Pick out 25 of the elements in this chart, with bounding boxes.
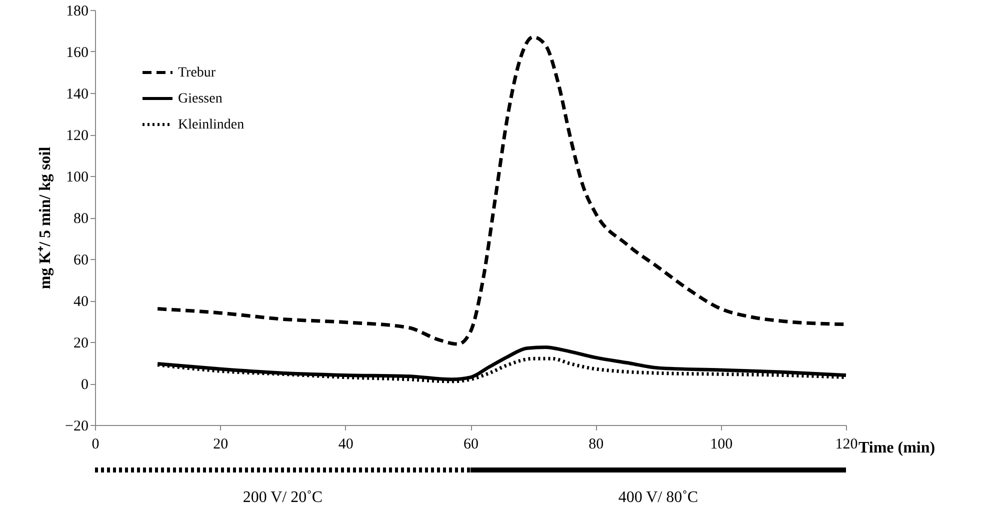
y-axis-title: mg K⁺/ 5 min/ kg soil: [37, 146, 54, 290]
x-tick-label: 60: [464, 436, 478, 452]
y-tick-label: 40: [74, 294, 88, 310]
y-tick-label: 100: [66, 170, 88, 186]
text: 200 V/ 20˚C: [242, 489, 323, 506]
y-tick-label: 120: [66, 128, 88, 144]
y-tick-label: 0: [81, 377, 88, 393]
y-tick-label: 140: [66, 86, 88, 102]
legend-label: Trebur: [178, 66, 216, 80]
y-tick-label: 60: [74, 252, 88, 268]
y-tick-label: −20: [65, 418, 88, 434]
text: 400 V/ 80˚C: [618, 489, 698, 506]
x-tick-label: 40: [338, 436, 354, 452]
y-tick-label: 20: [74, 336, 88, 352]
x-axis-title: Time (min): [858, 440, 936, 456]
x-tick-label: 80: [588, 436, 604, 452]
x-tick-label: 120: [835, 436, 858, 452]
x-tick-label: 20: [213, 436, 228, 452]
y-tick-label: 180: [66, 4, 88, 20]
x-tick-label: 100: [710, 436, 733, 452]
y-tick-label: 160: [66, 45, 88, 61]
x-tick-label: 0: [92, 436, 100, 452]
legend-label: Kleinlinden: [178, 118, 244, 132]
y-tick-label: 80: [74, 211, 88, 227]
legend-label: Giessen: [178, 92, 222, 106]
